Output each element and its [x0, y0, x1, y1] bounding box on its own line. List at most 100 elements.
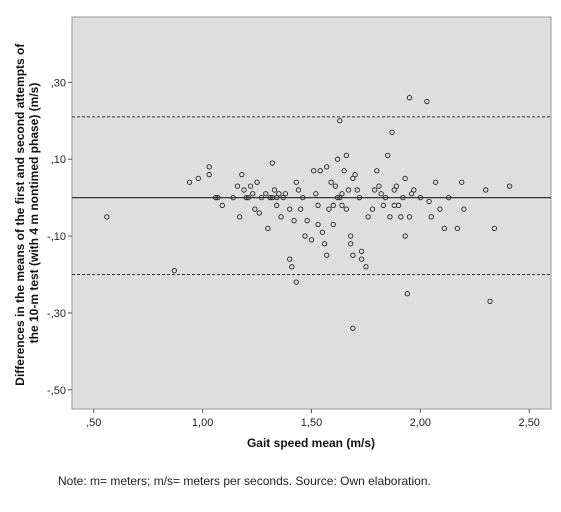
data-point — [348, 233, 354, 239]
data-point — [324, 164, 330, 170]
data-point — [104, 214, 110, 220]
data-point — [282, 191, 289, 197]
data-point — [278, 214, 284, 220]
data-point — [171, 267, 177, 274]
x-tick-label: 1,50 — [301, 417, 322, 429]
y-tick-label: ,10 — [51, 154, 66, 166]
data-point — [330, 202, 336, 208]
data-point — [195, 175, 201, 182]
data-point — [271, 187, 278, 193]
data-point — [358, 248, 365, 255]
data-point — [348, 241, 354, 247]
data-point — [350, 252, 356, 258]
data-point — [411, 187, 417, 193]
data-point — [252, 206, 258, 212]
data-point — [297, 206, 304, 212]
data-point — [287, 256, 293, 262]
data-point — [459, 179, 465, 185]
data-point — [245, 194, 252, 201]
data-point — [267, 194, 273, 201]
y-axis-title-line-2: the 10-m test (with 4 m nontimed phase) … — [27, 83, 41, 344]
x-tick-label: 2,50 — [519, 417, 540, 429]
data-point — [315, 202, 321, 208]
data-point — [369, 206, 376, 212]
data-point — [380, 202, 386, 208]
data-point — [417, 194, 424, 201]
data-point — [276, 191, 282, 197]
data-point — [321, 241, 328, 247]
data-point — [274, 202, 280, 208]
data-point — [483, 187, 489, 193]
data-point — [506, 183, 513, 189]
data-point — [345, 187, 352, 193]
data-point — [332, 183, 339, 189]
data-point — [269, 160, 275, 166]
x-axis: ,50 1,00 1,50 2,00 2,50 — [86, 409, 540, 429]
data-point — [339, 191, 345, 197]
data-point — [186, 179, 193, 185]
data-point — [263, 191, 269, 197]
data-point — [371, 187, 378, 193]
y-tick-label: ,30 — [51, 77, 66, 89]
data-point — [206, 164, 212, 170]
data-point — [302, 233, 308, 239]
data-point — [409, 191, 415, 197]
data-points — [104, 95, 513, 331]
data-point — [350, 325, 356, 331]
data-point — [324, 252, 330, 258]
data-point — [378, 191, 384, 197]
x-tick-label: ,50 — [86, 417, 101, 429]
data-point — [400, 194, 406, 201]
data-point — [437, 206, 443, 212]
data-point — [424, 98, 430, 105]
data-point — [341, 168, 347, 174]
data-point — [402, 175, 408, 182]
data-point — [206, 171, 212, 178]
data-point — [334, 156, 341, 162]
y-axis-title-line-1: Differences in the means of the first an… — [13, 43, 27, 386]
data-point — [289, 264, 295, 270]
plot-area — [71, 16, 552, 410]
y-tick-label: -,50 — [47, 385, 66, 397]
data-point — [398, 214, 404, 220]
data-point — [313, 191, 319, 197]
data-point — [256, 210, 262, 216]
data-point — [330, 221, 336, 228]
data-point — [265, 225, 271, 232]
data-point — [461, 206, 467, 212]
data-point — [387, 214, 393, 220]
data-point — [247, 183, 254, 189]
data-point — [356, 194, 363, 201]
x-tick-label: 2,00 — [410, 417, 431, 429]
data-point — [300, 194, 306, 201]
data-point — [395, 202, 402, 208]
data-point — [426, 198, 432, 205]
data-point — [291, 218, 297, 224]
data-point — [343, 152, 349, 159]
data-point — [230, 194, 236, 201]
data-point — [250, 191, 256, 197]
data-point — [354, 187, 360, 193]
data-point — [241, 187, 247, 193]
data-point — [239, 171, 245, 178]
data-point — [274, 194, 280, 201]
data-point — [487, 298, 493, 305]
data-point — [385, 152, 391, 159]
data-point — [215, 194, 221, 201]
data-point — [337, 118, 343, 124]
data-point — [393, 183, 400, 189]
x-tick-label: 1,00 — [192, 417, 213, 429]
data-point — [308, 237, 315, 243]
data-point — [287, 206, 293, 212]
data-point — [454, 225, 461, 232]
data-point — [334, 194, 341, 201]
data-point — [363, 264, 369, 270]
data-point — [389, 129, 395, 135]
data-point — [491, 225, 498, 232]
data-point — [293, 179, 299, 185]
data-point — [446, 194, 452, 201]
data-point — [432, 179, 439, 185]
data-point — [304, 218, 310, 224]
data-point — [326, 206, 332, 212]
